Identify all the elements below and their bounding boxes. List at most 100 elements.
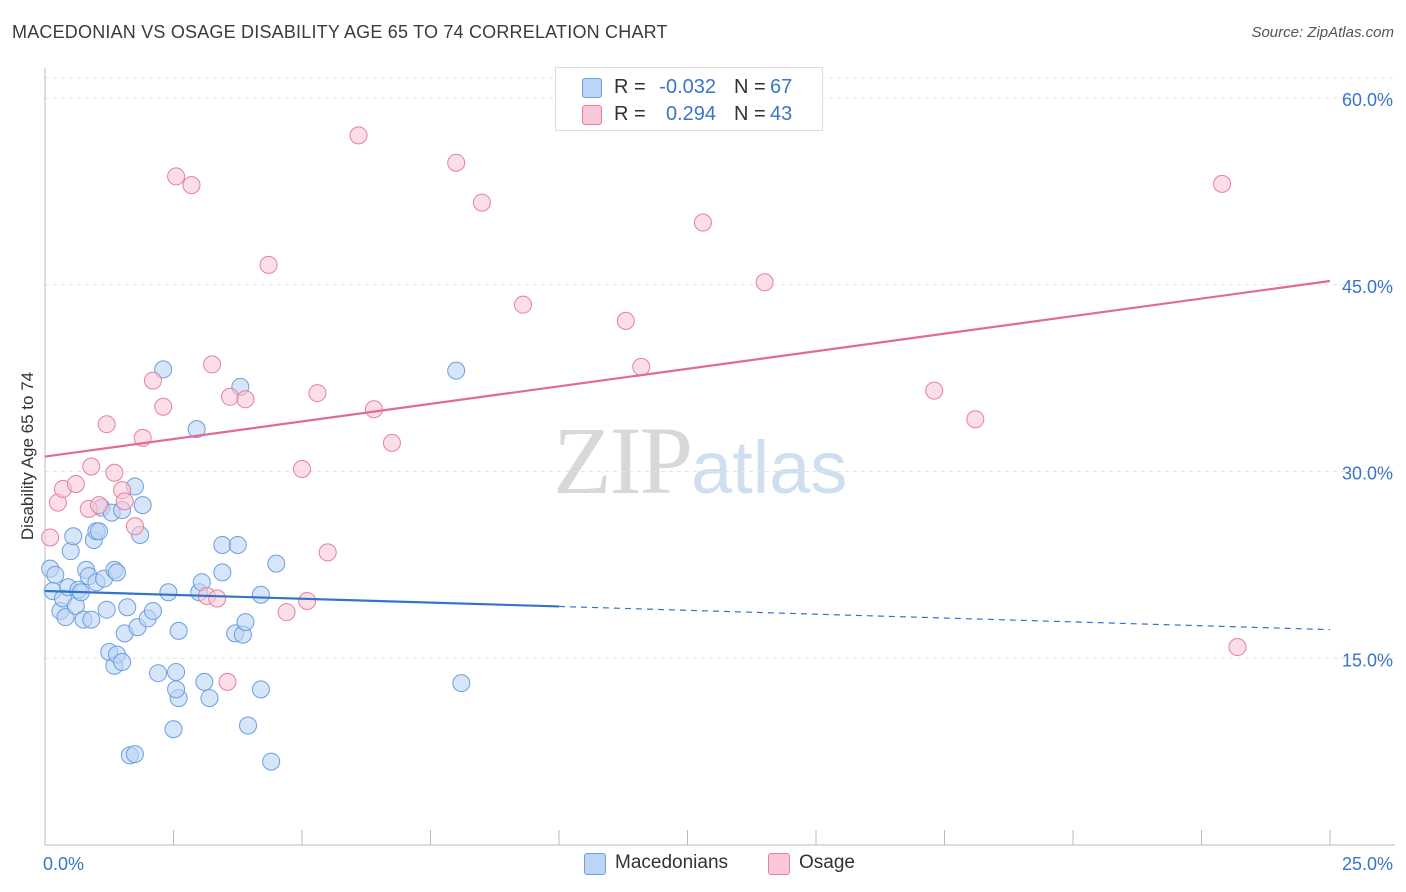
osage-point[interactable]	[514, 295, 533, 314]
r-label: R =	[614, 103, 646, 125]
osage-point[interactable]	[221, 387, 240, 406]
macedonians-point[interactable]	[187, 420, 206, 439]
osage-point[interactable]	[693, 213, 712, 232]
macedonians-point[interactable]	[113, 652, 132, 671]
macedonians-point[interactable]	[228, 535, 247, 554]
r-label: R =	[614, 76, 646, 98]
macedonians-point[interactable]	[64, 527, 83, 546]
y-tick-label: 45.0%	[1342, 277, 1393, 297]
macedonians-point[interactable]	[200, 689, 219, 708]
osage-legend-swatch	[768, 853, 790, 875]
macedonians-point[interactable]	[251, 680, 270, 699]
macedonians-point[interactable]	[154, 360, 173, 379]
osage-point[interactable]	[89, 496, 108, 515]
macedonians-point[interactable]	[267, 554, 286, 573]
osage-point[interactable]	[318, 543, 337, 562]
macedonians-point[interactable]	[239, 716, 258, 735]
y-tick-label: 60.0%	[1342, 90, 1393, 110]
osage-point[interactable]	[66, 474, 85, 493]
macedonians-legend-swatch	[584, 853, 606, 875]
macedonians-point[interactable]	[61, 542, 80, 561]
osage-point[interactable]	[277, 603, 296, 622]
macedonians-point[interactable]	[143, 601, 162, 620]
macedonians-point[interactable]	[82, 610, 101, 629]
osage-point[interactable]	[382, 433, 401, 452]
n-label: N =	[734, 103, 766, 125]
macedonians-trend-extension	[558, 605, 1331, 631]
osage-point[interactable]	[925, 381, 944, 400]
osage-point[interactable]	[154, 397, 173, 416]
macedonians-point[interactable]	[46, 565, 65, 584]
macedonians-point[interactable]	[149, 664, 168, 683]
osage-point[interactable]	[349, 126, 368, 145]
source-label[interactable]: Source: ZipAtlas.com	[1251, 24, 1394, 41]
macedonians-swatch	[582, 78, 602, 98]
osage-point[interactable]	[308, 384, 327, 403]
x-tick-label: 25.0%	[1342, 854, 1393, 874]
osage-point[interactable]	[293, 460, 311, 479]
osage-point[interactable]	[447, 153, 466, 172]
chart-title: MACEDONIAN VS OSAGE DISABILITY AGE 65 TO…	[12, 22, 668, 42]
macedonians-point[interactable]	[236, 613, 255, 632]
macedonians-point[interactable]	[213, 535, 232, 554]
osage-point[interactable]	[203, 355, 222, 374]
macedonians-point[interactable]	[97, 600, 116, 619]
legend-label: Osage	[799, 852, 855, 873]
osage-point[interactable]	[298, 591, 317, 610]
macedonians-point[interactable]	[167, 680, 186, 699]
osage-point[interactable]	[259, 255, 278, 274]
osage-swatch	[582, 105, 602, 125]
macedonians-point[interactable]	[213, 563, 232, 582]
x-tick-label: 0.0%	[43, 854, 84, 874]
osage-point[interactable]	[616, 311, 635, 330]
osage-point[interactable]	[966, 410, 985, 429]
osage-point[interactable]	[236, 390, 255, 409]
y-axis-label: Disability Age 65 to 74	[18, 372, 37, 540]
osage-point[interactable]	[82, 457, 101, 476]
osage-point[interactable]	[167, 167, 186, 186]
osage-point[interactable]	[125, 517, 144, 536]
legend-label: Macedonians	[615, 852, 729, 873]
osage-point[interactable]	[755, 273, 774, 292]
osage-trend-line	[44, 279, 1331, 458]
osage-point[interactable]	[143, 371, 162, 390]
macedonians-point[interactable]	[118, 598, 137, 617]
osage-point[interactable]	[1213, 174, 1232, 193]
osage-point[interactable]	[208, 589, 227, 608]
osage-point[interactable]	[41, 528, 60, 547]
macedonians-point[interactable]	[167, 662, 186, 681]
y-tick-label: 15.0%	[1342, 650, 1393, 670]
macedonians-point[interactable]	[133, 496, 152, 515]
macedonians-trend-line	[44, 589, 560, 608]
osage-point[interactable]	[115, 492, 134, 511]
macedonians-point[interactable]	[447, 361, 466, 380]
osage-point[interactable]	[632, 357, 651, 376]
macedonians-point[interactable]	[159, 583, 178, 602]
watermark: ZIPatlas	[553, 405, 847, 516]
macedonians-point[interactable]	[169, 621, 188, 640]
osage-point[interactable]	[1228, 638, 1247, 657]
macedonians-point[interactable]	[107, 563, 126, 582]
y-tick-label: 30.0%	[1342, 464, 1393, 484]
r-value: 0.294	[665, 103, 716, 125]
macedonians-point[interactable]	[89, 522, 108, 541]
n-value: 67	[770, 76, 793, 98]
osage-point[interactable]	[97, 415, 116, 434]
osage-point[interactable]	[472, 193, 491, 212]
macedonians-point[interactable]	[452, 674, 471, 693]
osage-point[interactable]	[105, 463, 124, 482]
n-value: 43	[770, 103, 793, 125]
watermark-atlas: atlas	[691, 426, 848, 509]
macedonians-point[interactable]	[164, 720, 183, 739]
macedonians-point[interactable]	[262, 752, 281, 771]
osage-point[interactable]	[182, 176, 201, 195]
macedonians-point[interactable]	[125, 745, 144, 764]
r-value: -0.032	[659, 76, 716, 98]
osage-point[interactable]	[364, 400, 383, 419]
n-label: N =	[734, 76, 766, 98]
macedonians-point[interactable]	[56, 608, 75, 627]
osage-point[interactable]	[218, 672, 237, 691]
macedonians-point[interactable]	[195, 672, 214, 691]
macedonians-point[interactable]	[251, 585, 270, 604]
